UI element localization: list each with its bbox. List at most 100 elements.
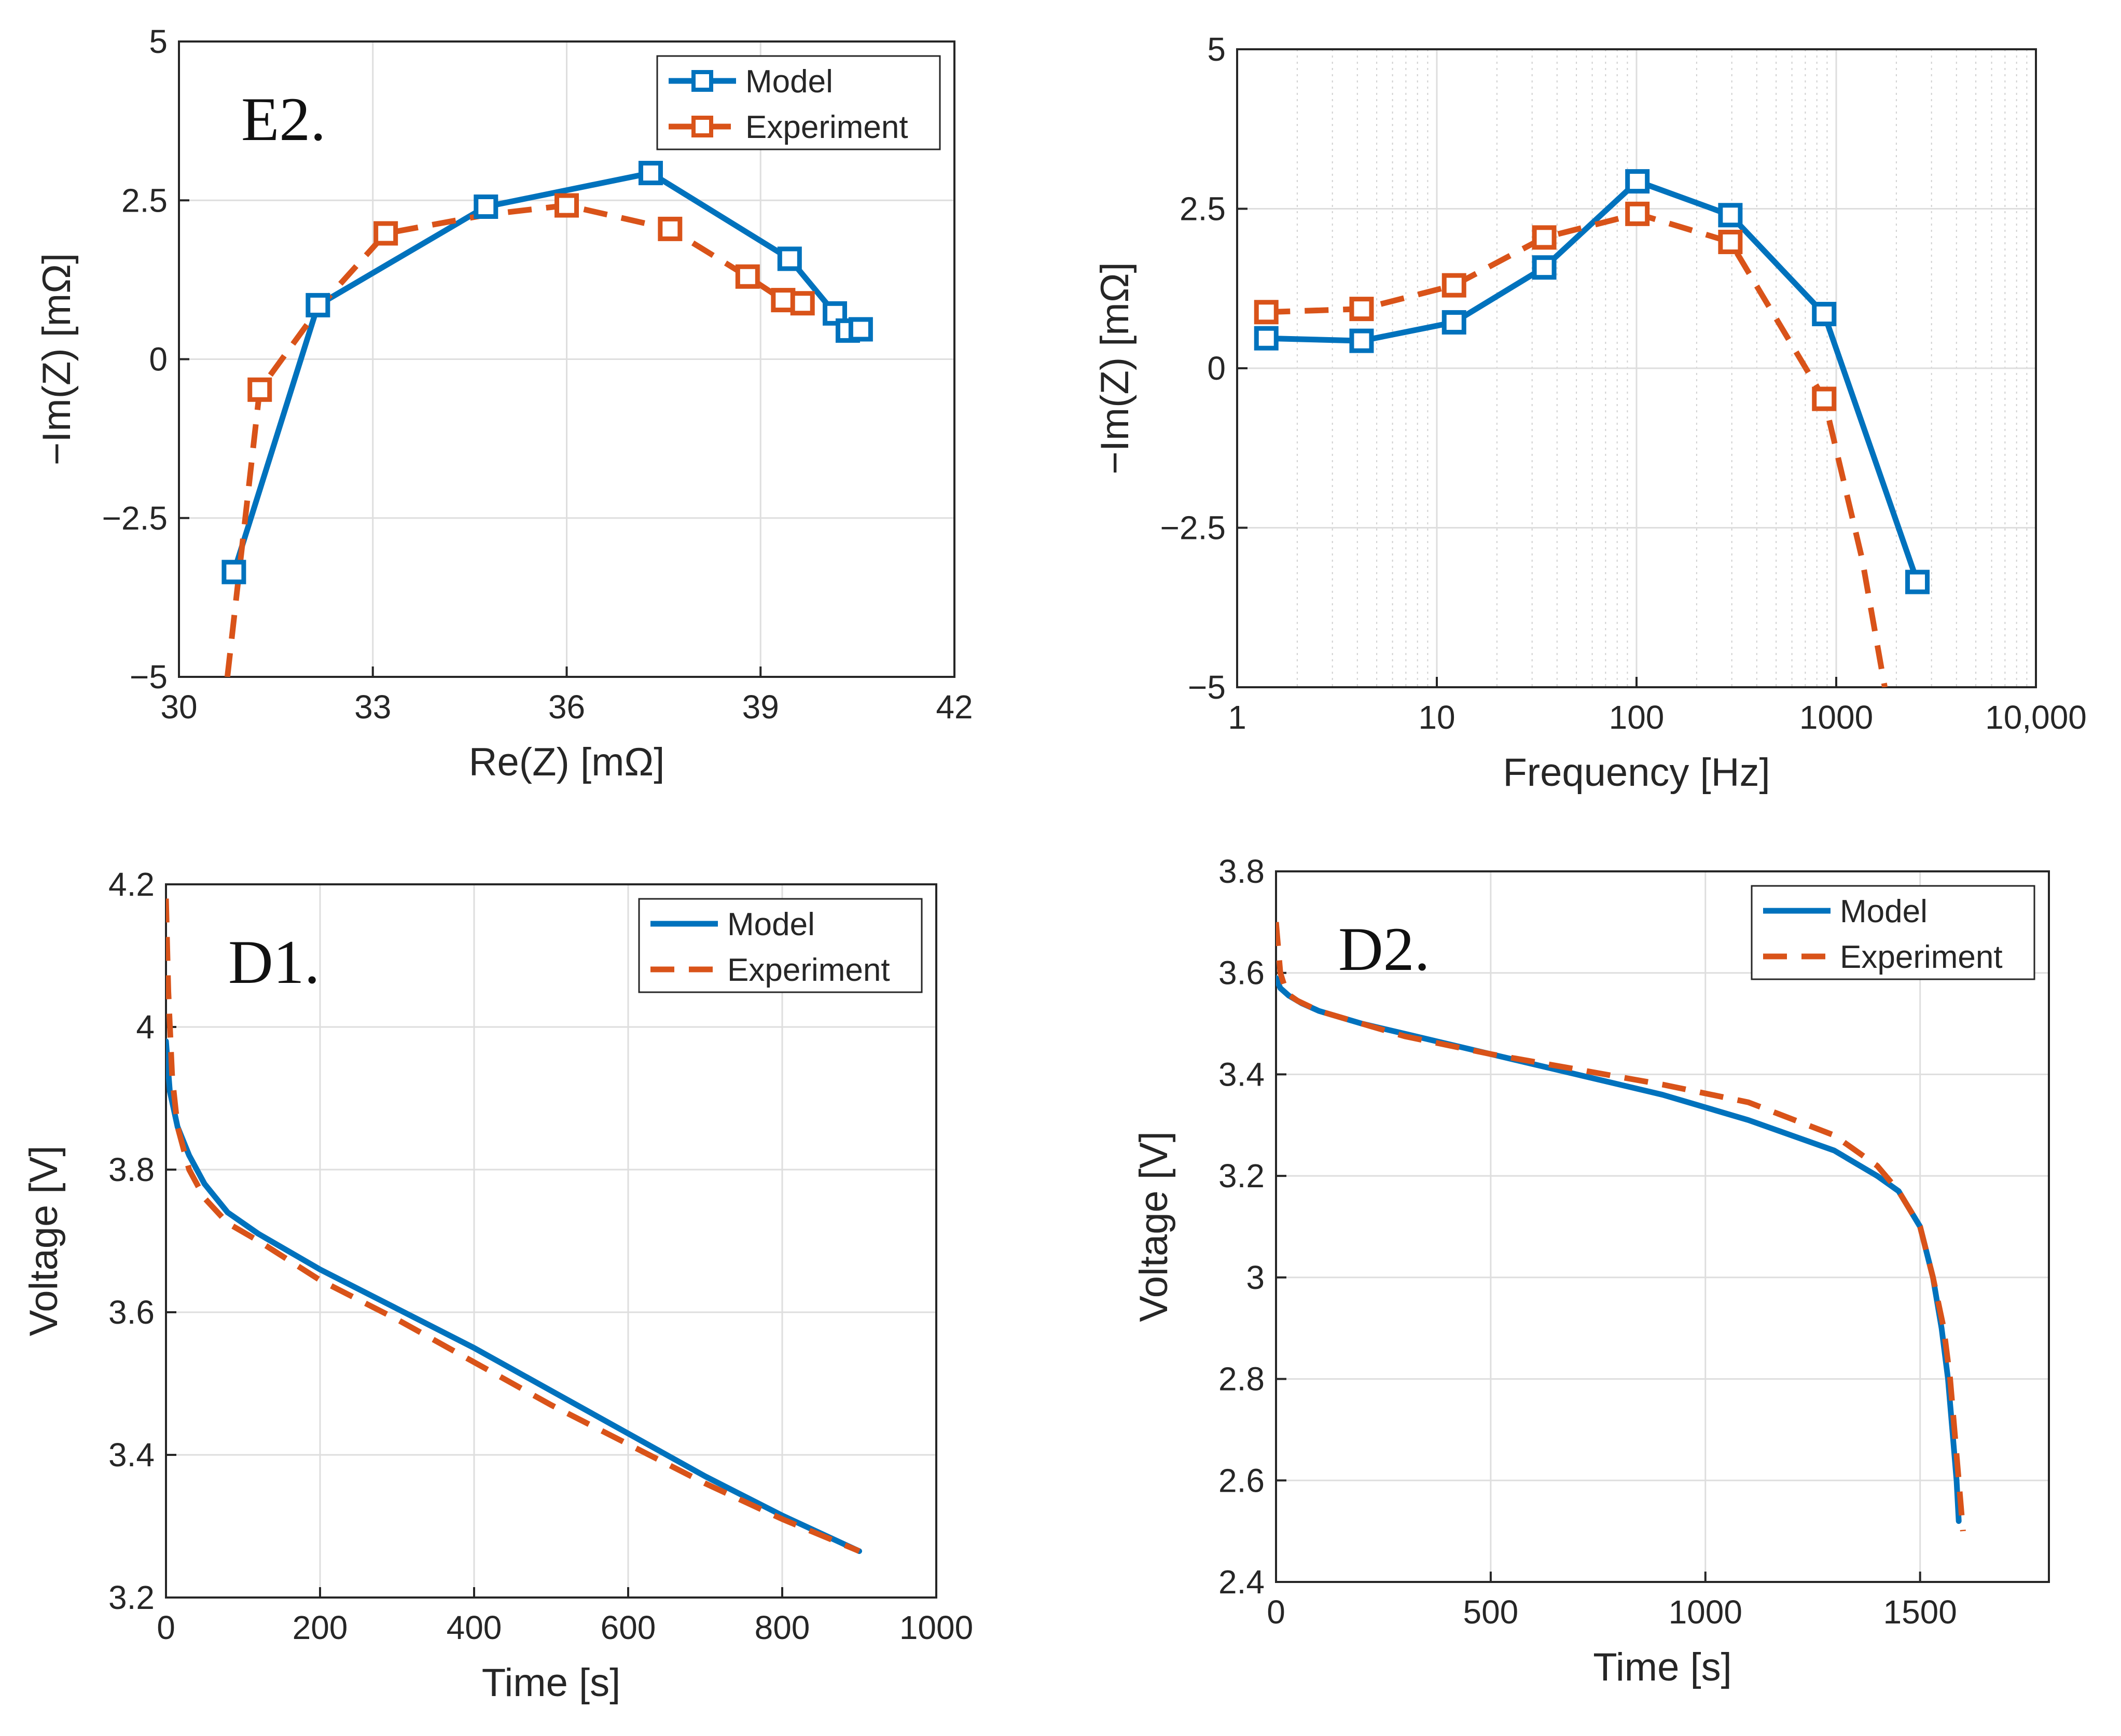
data-point-experiment: [1349, 297, 1374, 322]
data-point-model: [1441, 310, 1466, 335]
y-tick-label: 3.6: [1218, 954, 1265, 992]
legend-marker-model: [691, 70, 713, 92]
y-tick-label: 2.5: [121, 182, 168, 219]
chart-d1-discharge: 0 200 400 600 800 1000 3.2 3.4 3.6 3.8 4 4.2 Time [s…: [22, 866, 973, 1705]
x-tick-label: 500: [1463, 1593, 1518, 1631]
y-tick-label: 2.4: [1218, 1563, 1265, 1601]
y-tick-label: 0: [1207, 350, 1226, 387]
y-tick-label: −2.5: [1160, 509, 1226, 547]
panel-label: D2.: [1338, 914, 1430, 983]
data-point-model: [474, 195, 498, 219]
data-point-model: [221, 560, 246, 585]
legend-box: [638, 898, 923, 993]
axes-frame: [165, 883, 937, 1599]
x-tick-label: 1000: [1669, 1593, 1742, 1631]
legend: Model Experiment: [1751, 885, 2035, 980]
data-point-model: [1905, 570, 1930, 594]
x-tick-label: 400: [447, 1609, 502, 1646]
x-tick-label: 30: [160, 688, 197, 726]
y-tick-label: 3.8: [108, 1151, 155, 1188]
legend-label-experiment: Experiment: [1840, 939, 2003, 975]
data-point-model: [1718, 203, 1743, 228]
x-tick-label: 200: [293, 1609, 348, 1646]
series-line-experiment: [1276, 922, 1966, 1532]
legend-label-model: Model: [745, 64, 833, 100]
y-tick-label: 4: [136, 1008, 155, 1046]
y-tick-label: −5: [1188, 669, 1226, 706]
data-point-experiment: [1812, 386, 1837, 411]
x-tick-label: 39: [742, 688, 779, 726]
data-point-model: [1532, 255, 1557, 280]
x-axis-label: Time [s]: [482, 1661, 620, 1705]
axes-frame: [1275, 870, 2050, 1583]
y-axis-label: −Im(Z) [mΩ]: [1093, 262, 1137, 474]
y-tick-label: 2.5: [1180, 190, 1226, 228]
panel-label: E2.: [241, 85, 326, 154]
data-point-model: [777, 246, 802, 271]
x-axis-label: Frequency [Hz]: [1503, 751, 1770, 795]
data-point-experiment: [735, 264, 760, 289]
y-tick-label: 3.4: [108, 1436, 155, 1474]
y-axis-label: Voltage [V]: [1132, 1131, 1176, 1322]
data-point-experiment: [1254, 300, 1279, 325]
y-tick-label: 3: [1246, 1259, 1265, 1296]
y-tick-label: 2.6: [1218, 1462, 1265, 1499]
y-axis-label: Voltage [V]: [22, 1146, 66, 1337]
plot-area: [1276, 922, 1966, 1532]
x-tick-label: 0: [157, 1609, 175, 1646]
x-tick-label: 800: [755, 1609, 810, 1646]
data-point-experiment: [658, 216, 683, 241]
series-line-experiment: [224, 202, 803, 677]
series-line-experiment: [166, 898, 861, 1554]
data-point-model: [306, 293, 330, 317]
data-point-experiment: [1532, 225, 1557, 250]
data-point-model: [638, 161, 663, 186]
data-point-experiment: [1625, 201, 1650, 226]
data-point-experiment: [771, 288, 796, 313]
data-point-experiment: [790, 291, 815, 316]
y-tick-label: 2.8: [1218, 1360, 1265, 1398]
data-point-experiment: [373, 221, 398, 246]
y-axis-label: −Im(Z) [mΩ]: [35, 253, 79, 465]
series-line-model: [1263, 178, 1920, 585]
data-point-model: [848, 317, 873, 342]
data-point-model: [1625, 169, 1650, 194]
x-tick-label: 10,000: [1985, 699, 2087, 736]
y-tick-label: 0: [149, 341, 168, 378]
x-tick-label: 10: [1418, 699, 1455, 736]
legend: Model Experiment: [638, 898, 923, 993]
chart-d2-discharge: 0 500 1000 1500 2.4 2.6 2.8 3 3.2 3.4 3.6 3.8 Time […: [1132, 853, 2050, 1689]
data-point-model: [1349, 328, 1374, 353]
y-tick-label: −5: [130, 658, 168, 696]
y-tick-label: 3.2: [1218, 1157, 1265, 1195]
x-tick-label: 1000: [1799, 699, 1873, 736]
legend-label-experiment: Experiment: [727, 952, 890, 988]
x-tick-label: 1500: [1883, 1593, 1957, 1631]
y-tick-label: 3.4: [1218, 1056, 1265, 1093]
panel-label: D1.: [228, 927, 320, 996]
legend-label-experiment: Experiment: [745, 109, 908, 145]
legend: Model Experiment: [656, 55, 941, 150]
data-point-model: [1812, 301, 1837, 326]
legend-box: [1751, 885, 2035, 980]
plot-area: [166, 898, 862, 1554]
data-point-experiment: [1718, 229, 1743, 254]
x-tick-label: 33: [354, 688, 391, 726]
chart-e2-nyquist: 30 33 36 39 42 −5 −2.5 0 2.5 5 Re(Z) [mΩ] −Im(Z) [m…: [35, 23, 973, 784]
x-tick-label: 42: [936, 688, 973, 726]
legend-marker-experiment: [691, 116, 713, 137]
y-tick-label: 4.2: [108, 866, 155, 903]
legend-label-model: Model: [727, 907, 815, 942]
x-tick-label: 600: [601, 1609, 656, 1646]
y-tick-label: 3.2: [108, 1579, 155, 1616]
y-tick-label: 5: [1207, 31, 1226, 68]
x-tick-label: 1000: [899, 1609, 973, 1646]
chart-e2-frequency: 1 10 100 1000 10,000 −5 −2.5 0 2.5 5 Frequency [Hz…: [1093, 31, 2087, 795]
x-tick-label: 100: [1609, 699, 1665, 736]
data-point-experiment: [247, 377, 272, 402]
data-point-model: [1254, 326, 1279, 351]
x-tick-label: 0: [1267, 1593, 1285, 1631]
y-tick-label: −2.5: [102, 499, 168, 537]
